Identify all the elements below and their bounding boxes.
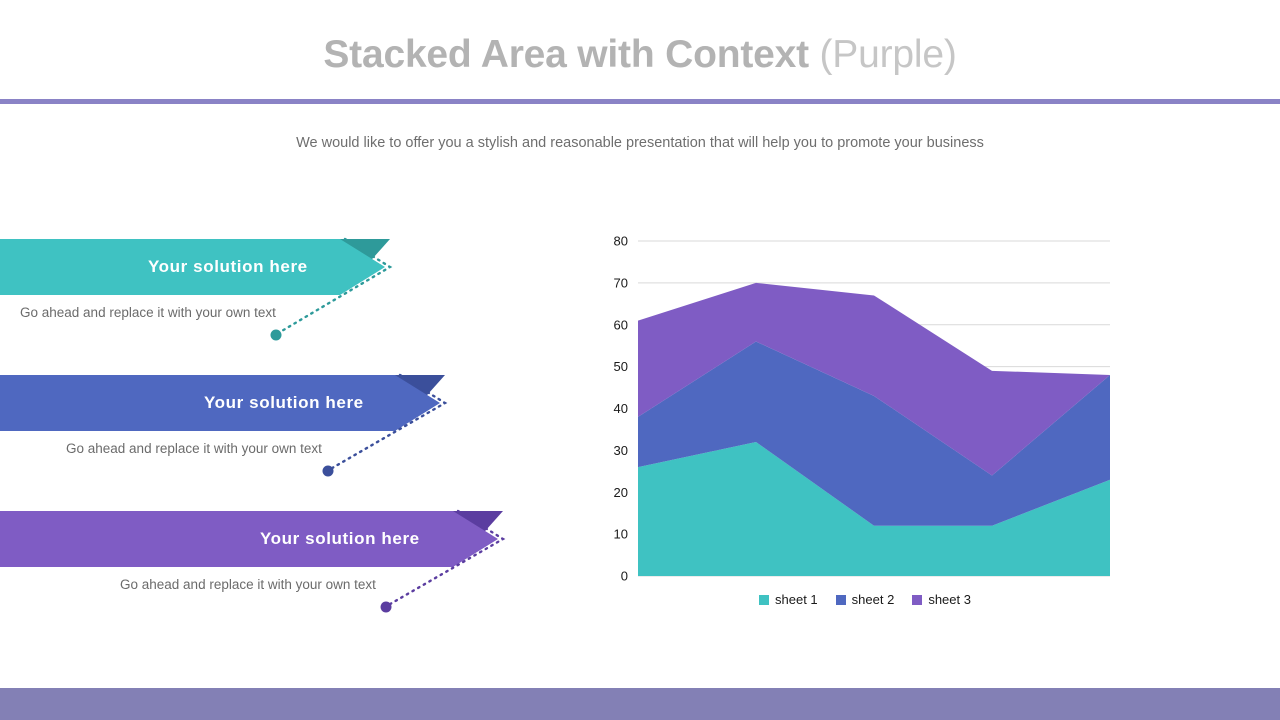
banner-1-connector-dot — [270, 329, 282, 341]
y-axis-tick-label: 40 — [614, 401, 628, 416]
banner-3-connector-dot — [380, 601, 392, 613]
banner-2-label: Your solution here — [204, 393, 364, 412]
page-title-strong: Stacked Area with Context — [323, 33, 809, 76]
banner-3-dotted-connector — [383, 509, 506, 609]
chart-series-area — [638, 341, 1110, 526]
solution-banner-2[interactable]: Your solution here Go ahead and replace … — [0, 373, 460, 485]
banner-2-dotted-connector — [325, 373, 448, 473]
banner-2-connector-dot — [322, 465, 334, 477]
y-axis-tick-label: 20 — [614, 485, 628, 500]
y-axis-tick-label: 80 — [614, 234, 628, 249]
banner-3-decoration — [0, 509, 506, 613]
chart-plot: 0 10 20 30 40 50 60 70 80 — [614, 234, 1110, 584]
chart-legend: sheet 1 sheet 2 sheet 3 — [600, 593, 1130, 607]
banner-3-caption: Go ahead and replace it with your own te… — [120, 577, 376, 592]
banner-3-label: Your solution here — [260, 529, 420, 548]
arrow-banner-2: Your solution here — [0, 373, 450, 477]
page-title: Stacked Area with Context (Purple) — [0, 27, 1280, 83]
solution-banner-3[interactable]: Your solution here Go ahead and replace … — [0, 509, 520, 621]
y-axis-tick-label: 60 — [614, 317, 628, 332]
header-divider — [0, 99, 1280, 104]
banner-1-decoration — [0, 237, 393, 341]
banner-2-caption: Go ahead and replace it with your own te… — [66, 441, 322, 456]
legend-label: sheet 3 — [928, 592, 971, 607]
footer-bar — [0, 688, 1280, 720]
legend-item[interactable]: sheet 1 — [759, 593, 818, 607]
chart-series-area — [638, 282, 1110, 476]
chart-series-area — [638, 442, 1110, 576]
legend-item[interactable]: sheet 3 — [912, 593, 971, 607]
y-axis-tick-label: 30 — [614, 443, 628, 458]
banner-1-label: Your solution here — [148, 257, 308, 276]
page-title-light: (Purple) — [819, 33, 957, 76]
legend-label: sheet 1 — [775, 592, 818, 607]
y-axis-tick-label: 50 — [614, 359, 628, 374]
legend-label: sheet 2 — [851, 592, 895, 607]
page-subtitle: We would like to offer you a stylish and… — [296, 135, 984, 151]
arrow-banner-1: Your solution here — [0, 237, 393, 341]
banner-2-decoration — [0, 373, 448, 477]
y-axis-tick-label: 0 — [621, 569, 628, 584]
y-axis-tick-label: 70 — [614, 275, 628, 290]
solution-banner-1[interactable]: Your solution here Go ahead and replace … — [0, 237, 400, 349]
banner-1-dotted-connector — [273, 237, 393, 337]
banner-1-caption: Go ahead and replace it with your own te… — [20, 305, 276, 320]
arrow-banner-3: Your solution here — [0, 509, 510, 613]
chevron-right-icon — [0, 511, 498, 567]
chevron-right-icon — [0, 239, 385, 295]
legend-item[interactable]: sheet 2 — [835, 592, 895, 607]
legend-swatch-icon — [912, 595, 923, 605]
chevron-right-icon — [0, 375, 440, 431]
legend-swatch-icon — [835, 595, 846, 605]
stacked-area-chart[interactable]: 0 10 20 30 40 50 60 70 80 sheet 1 sheet 2 sheet 3 — [600, 225, 1130, 620]
y-axis-tick-label: 10 — [614, 527, 628, 542]
legend-swatch-icon — [759, 595, 770, 605]
